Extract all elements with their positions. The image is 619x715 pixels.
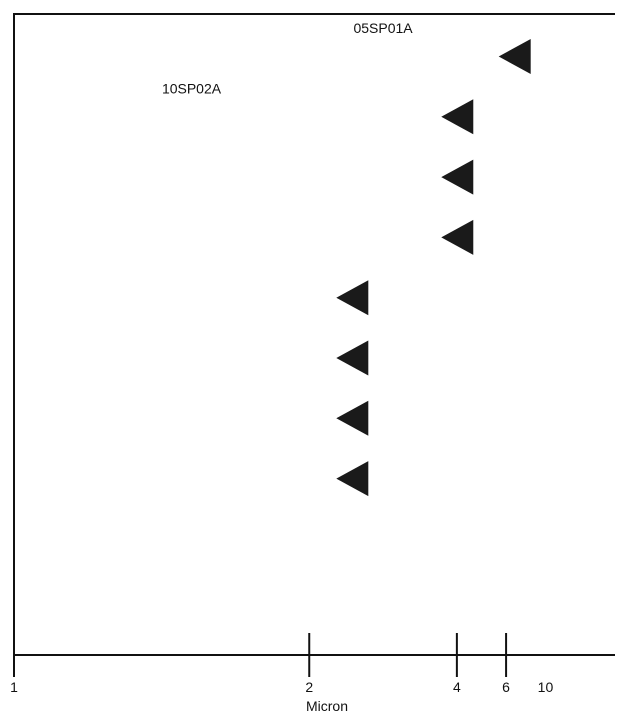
bar-arrowhead: [498, 39, 531, 74]
x-tick-label: 2: [305, 679, 313, 695]
bar-arrowhead: [336, 400, 369, 436]
bar-05SP01A: 05SP01A: [353, 20, 531, 74]
bar-60SP02A: 60SP02A: [441, 219, 474, 255]
x-tick-label: 6: [502, 679, 510, 695]
bar-arrowhead: [441, 219, 474, 255]
bar-90ZA05A: 90ZA05A: [336, 461, 369, 497]
bar-60ZA05A: 60ZA05A: [336, 400, 369, 436]
x-tick-label: 4: [453, 679, 461, 695]
x-tick-label: 1: [10, 679, 18, 695]
x-tick-label: 10: [538, 679, 554, 695]
bar-label: 10SP02A: [162, 80, 222, 96]
x-axis-title: Micron: [306, 698, 348, 714]
bar-arrowhead: [441, 159, 474, 195]
bar-90SP05A: 90SP05A: [336, 340, 369, 376]
bar-arrowhead: [336, 280, 369, 316]
bar-arrowhead: [336, 340, 369, 376]
bar-arrowhead: [441, 99, 474, 135]
bar-30SP02A: 30SP02A: [441, 159, 474, 195]
plot-frame: [13, 13, 615, 655]
bar-arrowhead: [336, 461, 369, 497]
bar-10SP02A: 10SP02A: [162, 80, 474, 135]
bar-label: 05SP01A: [353, 20, 413, 36]
bar-60SP05A: 60SP05A: [336, 280, 369, 316]
